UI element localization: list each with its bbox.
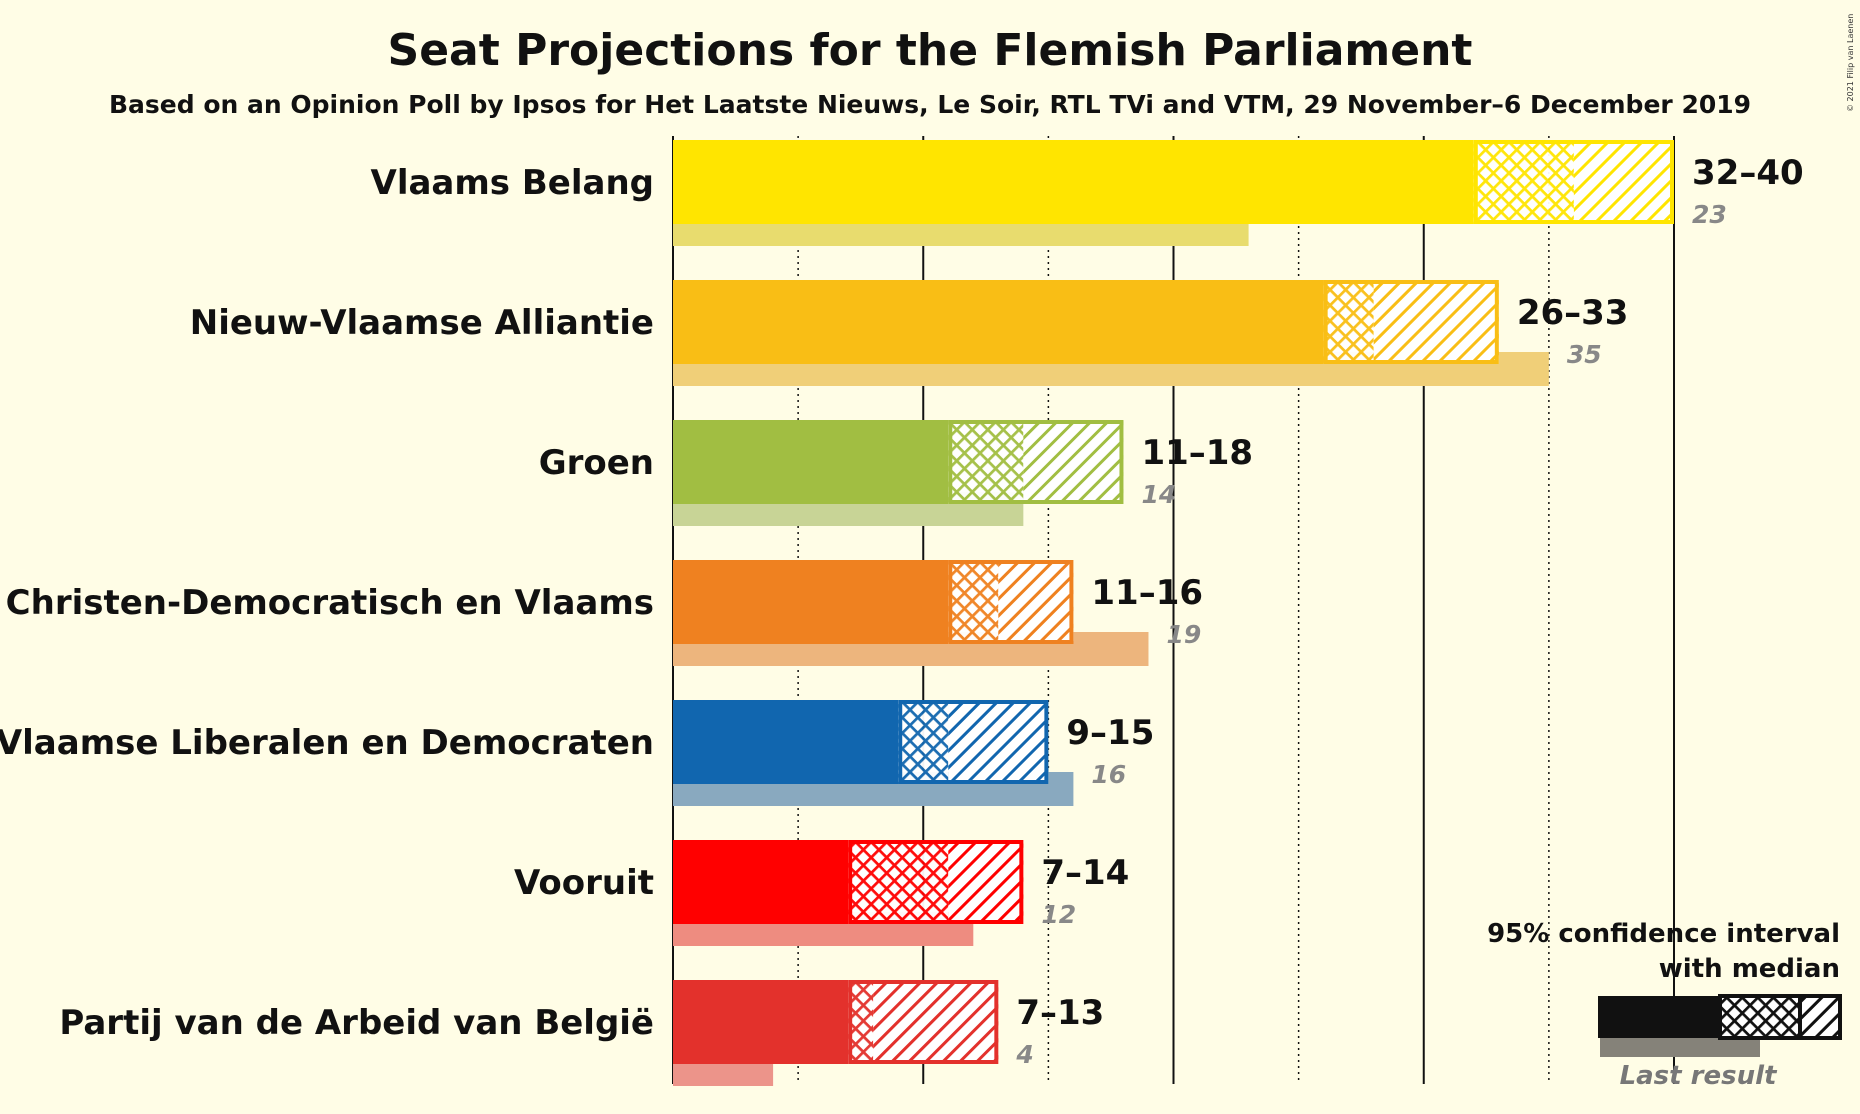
ci-crosshatch-bar bbox=[948, 560, 999, 644]
party-row: Nieuw-Vlaamse Alliantie 26–33 35 bbox=[190, 280, 1629, 386]
last-result-label: 23 bbox=[1692, 200, 1727, 229]
bars-group: Vlaams Belang 32–40 23 Nieuw-Vlaamse Allian… bbox=[0, 140, 1804, 1086]
ci-crosshatch-bar bbox=[1473, 140, 1574, 224]
party-row: Vlaams Belang 32–40 23 bbox=[371, 140, 1804, 246]
ci-diagonal-bar bbox=[1023, 420, 1124, 504]
range-label: 32–40 bbox=[1692, 153, 1804, 193]
ci-outline bbox=[848, 840, 1024, 924]
ci-crosshatch-bar bbox=[948, 420, 1024, 504]
ci-crosshatch-bar bbox=[1323, 280, 1374, 364]
ci-solid-bar bbox=[673, 840, 849, 924]
ci-diagonal-bar bbox=[998, 560, 1074, 644]
party-row: Partij van de Arbeid van België 7–13 4 bbox=[59, 980, 1104, 1086]
ci-solid-bar bbox=[673, 560, 949, 644]
range-label: 7–14 bbox=[1041, 853, 1129, 893]
ci-crosshatch-bar bbox=[898, 700, 949, 784]
ci-outline bbox=[948, 560, 1074, 644]
legend-title-line2: with median bbox=[1659, 954, 1840, 984]
legend: 95% confidence interval with median Last… bbox=[1487, 919, 1842, 1091]
party-label: Groen bbox=[539, 443, 654, 483]
party-label: Nieuw-Vlaamse Alliantie bbox=[190, 303, 654, 343]
range-label: 7–13 bbox=[1016, 993, 1104, 1033]
party-row: Open Vlaamse Liberalen en Democraten 9–15… bbox=[0, 700, 1154, 806]
last-result-label: 35 bbox=[1567, 340, 1602, 369]
ci-solid-bar bbox=[673, 420, 949, 504]
last-result-label: 12 bbox=[1041, 900, 1076, 929]
ci-diagonal-bar bbox=[948, 840, 1024, 924]
ci-diagonal-bar bbox=[1373, 280, 1499, 364]
ci-outline bbox=[1473, 140, 1675, 224]
ci-diagonal-bar bbox=[1573, 140, 1674, 224]
ci-solid-bar bbox=[673, 700, 899, 784]
party-row: Vooruit 7–14 12 bbox=[514, 840, 1129, 946]
range-label: 11–16 bbox=[1091, 573, 1203, 613]
ci-diagonal-bar bbox=[873, 980, 999, 1064]
ci-solid-bar bbox=[673, 280, 1324, 364]
ci-outline bbox=[898, 700, 1049, 784]
ci-crosshatch-bar bbox=[848, 980, 874, 1064]
last-result-label: 14 bbox=[1141, 480, 1176, 509]
party-label: Open Vlaamse Liberalen en Democraten bbox=[0, 723, 654, 763]
party-label: Vooruit bbox=[514, 863, 654, 903]
party-label: Partij van de Arbeid van België bbox=[59, 1003, 654, 1043]
ci-diagonal-bar bbox=[948, 700, 1049, 784]
chart-subtitle: Based on an Opinion Poll by Ipsos for He… bbox=[109, 90, 1751, 119]
copyright-notice: © 2021 Filip van Laenen bbox=[1846, 14, 1855, 112]
last-result-label: 4 bbox=[1015, 1040, 1033, 1069]
legend-crosshatch-bar bbox=[1718, 994, 1802, 1040]
legend-title-line1: 95% confidence interval bbox=[1487, 919, 1840, 949]
legend-diagonal-bar bbox=[1798, 994, 1842, 1040]
last-result-label: 19 bbox=[1166, 620, 1201, 649]
last-result-label: 16 bbox=[1091, 760, 1126, 789]
party-row: Christen-Democratisch en Vlaams 11–16 19 bbox=[6, 560, 1203, 666]
range-label: 11–18 bbox=[1141, 433, 1253, 473]
ci-outline bbox=[948, 420, 1124, 504]
ci-outline bbox=[1323, 280, 1499, 364]
range-label: 9–15 bbox=[1066, 713, 1154, 753]
ci-solid-bar bbox=[673, 140, 1474, 224]
ci-crosshatch-bar bbox=[848, 840, 949, 924]
party-row: Groen 11–18 14 bbox=[539, 420, 1253, 526]
legend-solid-bar bbox=[1598, 996, 1720, 1038]
ci-solid-bar bbox=[673, 980, 849, 1064]
party-label: Christen-Democratisch en Vlaams bbox=[6, 583, 654, 623]
party-label: Vlaams Belang bbox=[371, 163, 654, 203]
range-label: 26–33 bbox=[1517, 293, 1629, 333]
ci-outline bbox=[848, 980, 999, 1064]
chart-title: Seat Projections for the Flemish Parliam… bbox=[388, 25, 1473, 76]
legend-last-result-label: Last result bbox=[1620, 1061, 1778, 1091]
